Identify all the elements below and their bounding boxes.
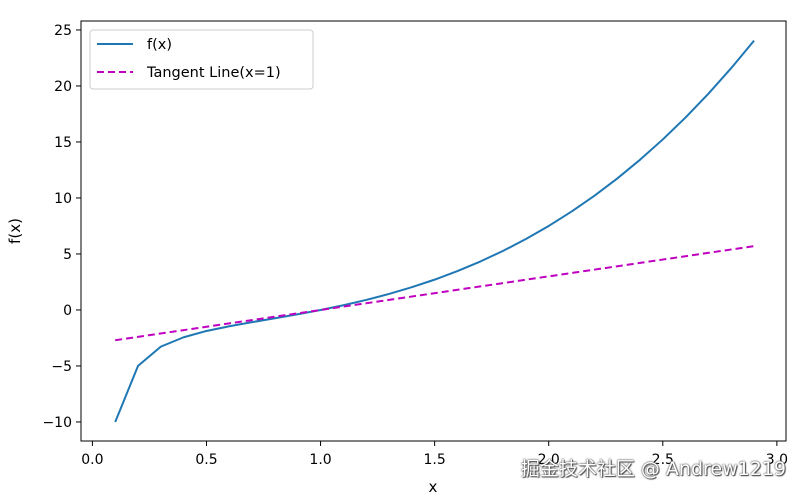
plot-area bbox=[114, 40, 755, 423]
tangent-line bbox=[115, 245, 755, 342]
x-tick-label: 2.5 bbox=[652, 452, 674, 468]
x-tick-label: 1.5 bbox=[424, 452, 446, 468]
legend-label-tangent-line: Tangent Line(x=1) bbox=[146, 65, 281, 81]
x-tick-label: 3.0 bbox=[766, 452, 788, 468]
y-tick-label: 25 bbox=[54, 23, 72, 39]
x-axis-ticks: 0.0 0.5 1.0 1.5 2.0 2.5 3.0 bbox=[81, 441, 788, 468]
y-tick-label: 10 bbox=[54, 191, 72, 207]
axes-frame bbox=[80, 20, 787, 442]
y-axis-label: f(x) bbox=[6, 218, 24, 244]
legend: f(x) Tangent Line(x=1) bbox=[89, 29, 314, 90]
f-x-curve bbox=[114, 40, 755, 423]
y-tick-label: 20 bbox=[54, 79, 72, 95]
x-tick-label: 0.0 bbox=[81, 452, 103, 468]
y-tick-label: −5 bbox=[51, 359, 72, 375]
x-tick-label: 0.5 bbox=[195, 452, 217, 468]
x-tick-label: 1.0 bbox=[309, 452, 331, 468]
legend-label-f-x: f(x) bbox=[147, 37, 172, 53]
y-tick-label: 5 bbox=[63, 247, 72, 263]
legend-box bbox=[89, 29, 314, 90]
y-tick-label: 15 bbox=[54, 135, 72, 151]
x-axis-label: x bbox=[429, 478, 438, 496]
y-axis-ticks: 25 20 15 10 5 0 −5 −10 bbox=[42, 23, 81, 431]
watermark: 掘金技术社区 @ Andrew1219 bbox=[520, 458, 786, 480]
y-tick-label: −10 bbox=[42, 415, 72, 431]
x-tick-label: 2.0 bbox=[538, 452, 560, 468]
y-tick-label: 0 bbox=[63, 303, 72, 319]
